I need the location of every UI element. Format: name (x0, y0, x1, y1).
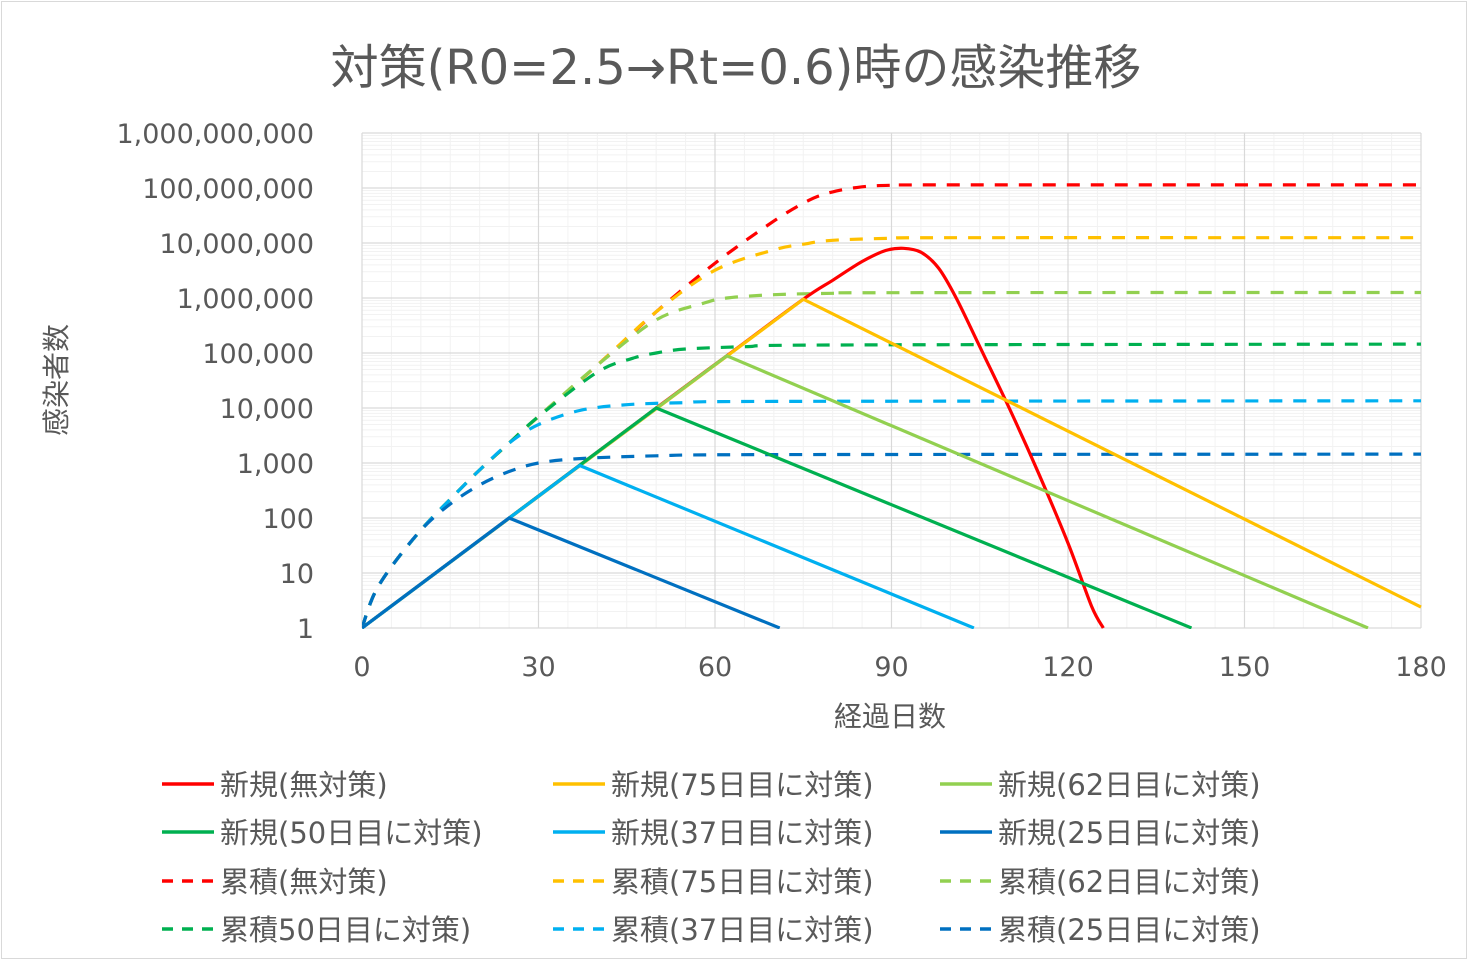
legend-label: 新規(75日目に対策) (611, 768, 874, 802)
cumulative-series-line (362, 452, 1422, 629)
series-layer (362, 183, 1422, 629)
x-axis-title: 経過日数 (834, 700, 946, 733)
y-tick-labels: 1 10 100 1,000 10,000 100,000 1,000,000 10,000,… (116, 119, 314, 645)
y-tick-label: 1 (297, 614, 314, 645)
legend-label: 累積(62日目に対策) (998, 865, 1261, 899)
legend-label: 累積(無対策) (220, 865, 388, 899)
cumulative-series-line (362, 236, 1422, 629)
x-tick-labels: 0 30 60 90 120 150 180 (353, 652, 1446, 683)
legend: 新規(無対策) 新規(75日目に対策) 新規(62日目に対策) 新規(50日目に対策)… (162, 768, 1261, 947)
cumulative-series-line (362, 290, 1422, 629)
major-grid (361, 132, 1422, 629)
y-tick-label: 10,000 (220, 394, 314, 425)
legend-label: 新規(無対策) (220, 768, 388, 802)
x-tick-label: 150 (1219, 652, 1271, 683)
y-tick-label: 100,000,000 (142, 174, 314, 205)
chart-title: 対策(R0=2.5→Rt=0.6)時の感染推移 (331, 40, 1142, 96)
y-axis-title: 感染者数 (40, 324, 73, 436)
y-tick-label: 100 (262, 504, 314, 535)
legend-label: 新規(50日目に対策) (220, 816, 483, 850)
x-tick-label: 90 (874, 652, 908, 683)
y-tick-label: 1,000 (237, 449, 314, 480)
x-tick-label: 0 (353, 652, 370, 683)
x-tick-label: 30 (521, 652, 555, 683)
x-tick-label: 180 (1395, 652, 1447, 683)
y-tick-label: 1,000,000,000 (116, 119, 314, 150)
legend-label: 累積(25日目に対策) (998, 913, 1261, 947)
cumulative-series-line (362, 399, 1422, 629)
legend-label: 累積(37日目に対策) (611, 913, 874, 947)
x-tick-label: 120 (1042, 652, 1094, 683)
new-cases-series-line (362, 516, 781, 629)
legend-label: 累積50日目に対策) (220, 913, 471, 947)
y-tick-label: 10 (280, 559, 314, 590)
x-tick-label: 60 (698, 652, 732, 683)
y-tick-label: 100,000 (202, 339, 314, 370)
legend-label: 累積(75日目に対策) (611, 865, 874, 899)
legend-label: 新規(25日目に対策) (998, 816, 1261, 850)
legend-label: 新規(37日目に対策) (611, 816, 874, 850)
y-tick-label: 10,000,000 (159, 229, 314, 260)
legend-label: 新規(62日目に対策) (998, 768, 1261, 802)
y-tick-label: 1,000,000 (177, 284, 314, 315)
